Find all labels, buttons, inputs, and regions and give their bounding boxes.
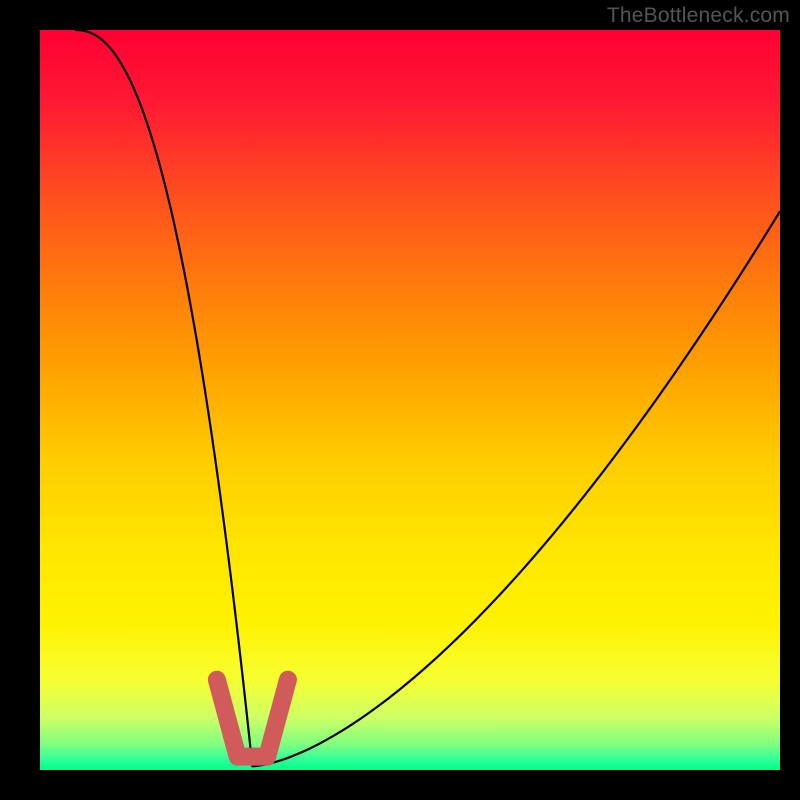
- watermark-label: TheBottleneck.com: [607, 4, 790, 28]
- plot-area: [40, 30, 780, 770]
- chart-svg: [0, 0, 800, 800]
- chart-container: TheBottleneck.com: [0, 0, 800, 800]
